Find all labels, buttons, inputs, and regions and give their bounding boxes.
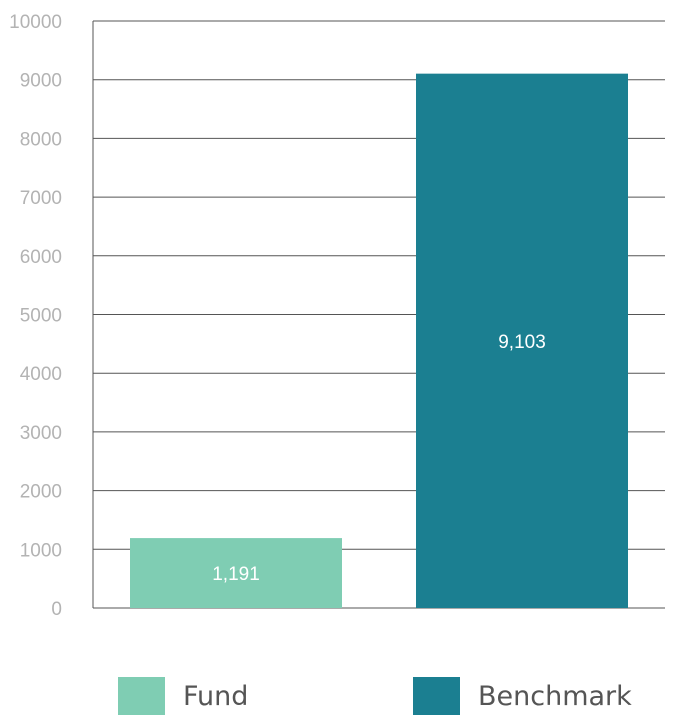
y-tick-label: 5000 — [20, 306, 62, 327]
legend-item-fund: Fund — [118, 677, 248, 715]
data-label-benchmark: 9,103 — [498, 332, 546, 353]
y-tick-label: 8000 — [20, 129, 62, 150]
legend: Fund Benchmark — [0, 677, 678, 715]
data-labels: 1,191 9,103 — [212, 332, 546, 585]
y-tick-label: 2000 — [20, 482, 62, 503]
bar-benchmark — [416, 73, 628, 608]
legend-item-benchmark: Benchmark — [413, 677, 632, 715]
y-tick-label: 4000 — [20, 364, 62, 385]
bar-chart: 0 1000 2000 3000 4000 5000 6000 7000 8000 9000 100… — [9, 12, 665, 620]
data-label-fund: 1,191 — [212, 564, 260, 585]
y-tick-label: 7000 — [20, 188, 62, 209]
legend-label-benchmark: Benchmark — [478, 680, 632, 712]
y-tick-label: 9000 — [20, 71, 62, 92]
y-tick-label: 6000 — [20, 247, 62, 268]
legend-label-fund: Fund — [183, 680, 249, 712]
bars — [130, 73, 628, 608]
y-tick-label: 1000 — [20, 540, 62, 561]
legend-swatch-fund — [118, 677, 165, 715]
y-tick-label: 3000 — [20, 423, 62, 444]
y-tick-label: 10000 — [9, 12, 62, 33]
legend-swatch-benchmark — [413, 677, 460, 715]
bar-fund — [130, 538, 342, 608]
y-axis: 0 1000 2000 3000 4000 5000 6000 7000 8000 9000 100… — [9, 12, 94, 620]
y-tick-label: 0 — [51, 599, 62, 620]
